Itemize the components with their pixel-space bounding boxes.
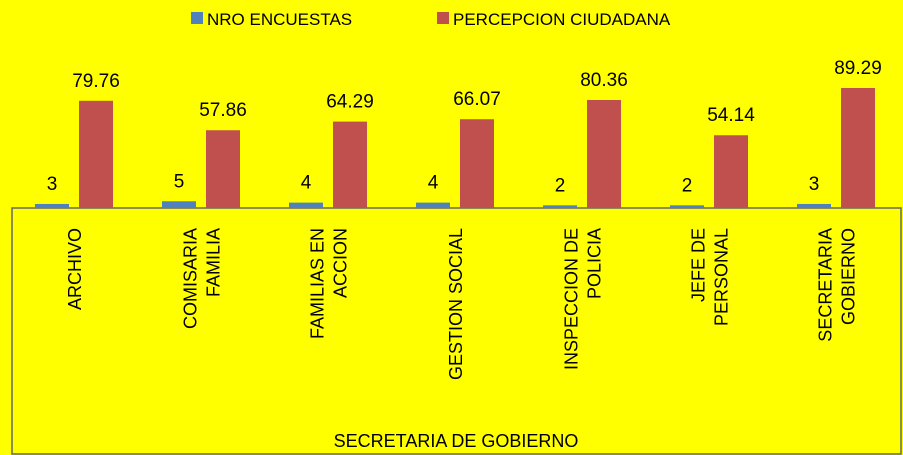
bar [333,121,367,208]
value-label: 66.07 [453,89,501,110]
value-label: 79.76 [72,71,120,92]
x-tick-label: SECRETARIA GOBIERNO [816,228,859,342]
bar [670,205,704,208]
value-label: 2 [555,175,566,196]
legend-swatch [437,12,449,24]
bar [797,203,831,208]
value-label: 89.29 [834,58,882,79]
value-label: 2 [682,175,693,196]
x-tick-line: ARCHIVO [65,228,85,310]
value-label: 3 [47,174,58,195]
x-tick-line: SECRETARIA [816,228,836,342]
value-label: 5 [174,171,185,192]
x-tick-label: FAMILIAS EN ACCION [308,228,351,339]
axis-frame [11,207,902,455]
x-tick-line: ACCION [331,228,351,298]
bar [162,201,196,208]
value-label: 3 [809,174,820,195]
x-tick-line: POLICIA [585,228,605,299]
bar [206,130,240,208]
value-label: 80.36 [580,70,628,91]
bar [714,135,748,208]
bar [460,119,494,208]
x-tick-line: INSPECCION DE [562,228,582,370]
legend-swatch [191,12,203,24]
value-label: 4 [428,173,439,194]
bar [587,99,621,208]
x-tick-label: GESTION SOCIAL [446,228,466,380]
x-tick-label: INSPECCION DE POLICIA [562,228,605,370]
bar [289,202,323,208]
bar [35,203,69,208]
legend-label: NRO ENCUESTAS [207,10,352,29]
x-tick-line: PERSONAL [712,228,732,326]
bar [416,202,450,208]
x-tick-label: JEFE DE PERSONAL [689,228,732,326]
bar [841,87,875,208]
value-label: 64.29 [326,92,374,113]
x-axis-title: SECRETARIA DE GOBIERNO [334,431,579,451]
x-tick-line: FAMILIA [204,228,224,297]
x-tick-line: GESTION SOCIAL [446,228,466,380]
value-label: 54.14 [707,105,755,126]
value-label: 4 [301,173,312,194]
x-tick-line: FAMILIAS EN [308,228,328,339]
x-tick-line: JEFE DE [689,228,709,302]
x-tick-line: COMISARIA [181,228,201,329]
bar [543,205,577,208]
bar [79,100,113,208]
x-tick-label: COMISARIA FAMILIA [181,228,224,329]
value-label: 57.86 [199,100,247,121]
x-tick-label: ARCHIVO [65,228,85,310]
legend-label: PERCEPCION CIUDADANA [453,10,671,29]
x-tick-line: GOBIERNO [839,228,859,325]
